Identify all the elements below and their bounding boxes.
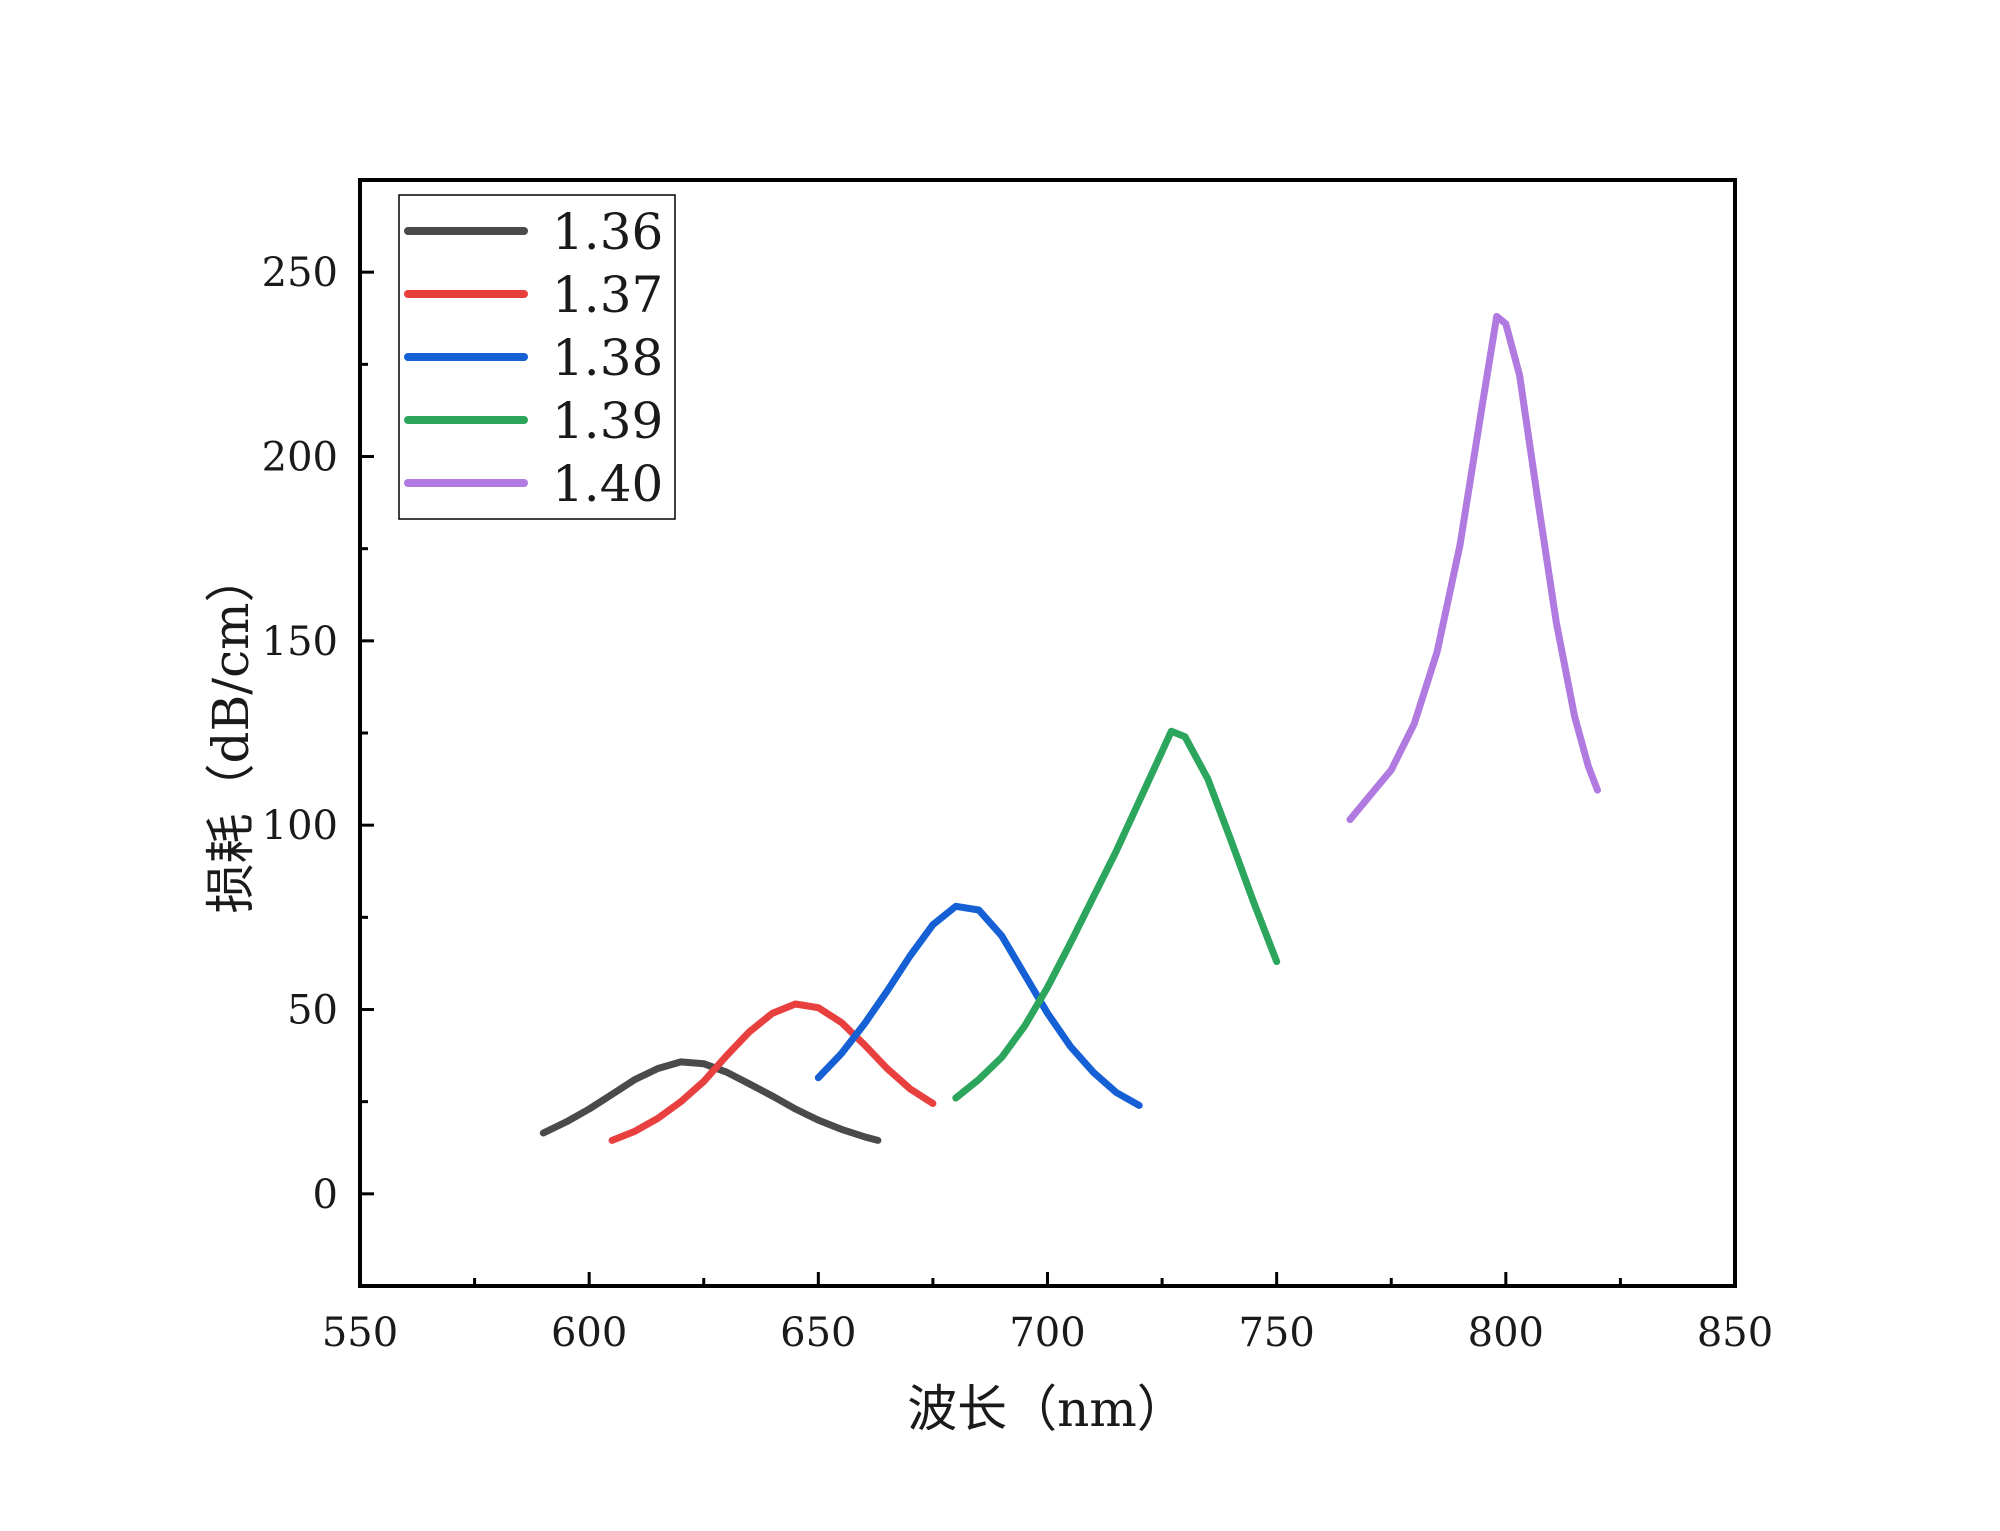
legend: 1.361.371.381.391.40 bbox=[398, 194, 676, 520]
series-line-1.37 bbox=[608, 1000, 937, 1144]
x-tick-label: 650 bbox=[780, 1310, 856, 1356]
x-tick-label: 550 bbox=[322, 1310, 398, 1356]
y-tick-label: 0 bbox=[313, 1172, 338, 1218]
x-axis-title: 波长（nm） bbox=[907, 1380, 1187, 1438]
legend-label: 1.36 bbox=[552, 203, 663, 261]
series-line-1.40 bbox=[1346, 312, 1601, 824]
series-lines bbox=[539, 312, 1601, 1144]
y-tick-label: 250 bbox=[262, 250, 338, 296]
y-tick-label: 150 bbox=[262, 619, 338, 665]
y-axis-ticks: 0 50 100 150 200 250 bbox=[262, 250, 374, 1218]
series-line-1.39 bbox=[952, 727, 1281, 1102]
x-tick-label: 850 bbox=[1697, 1310, 1773, 1356]
legend-label: 1.39 bbox=[552, 392, 663, 450]
x-tick-label: 750 bbox=[1238, 1310, 1314, 1356]
x-tick-label: 800 bbox=[1468, 1310, 1544, 1356]
legend-label: 1.40 bbox=[552, 455, 663, 513]
x-tick-label: 600 bbox=[551, 1310, 627, 1356]
y-tick-label: 50 bbox=[287, 988, 338, 1034]
x-axis-ticks: 550 600 650 700 750 800 850 bbox=[322, 1272, 1773, 1356]
series-line-1.38 bbox=[814, 902, 1143, 1109]
legend-label: 1.37 bbox=[552, 266, 663, 324]
x-tick-label: 700 bbox=[1009, 1310, 1085, 1356]
y-axis-title: 损耗（dB/cm） bbox=[202, 552, 260, 913]
y-tick-label: 200 bbox=[262, 435, 338, 481]
legend-label: 1.38 bbox=[552, 329, 663, 387]
y-tick-label: 100 bbox=[262, 803, 338, 849]
